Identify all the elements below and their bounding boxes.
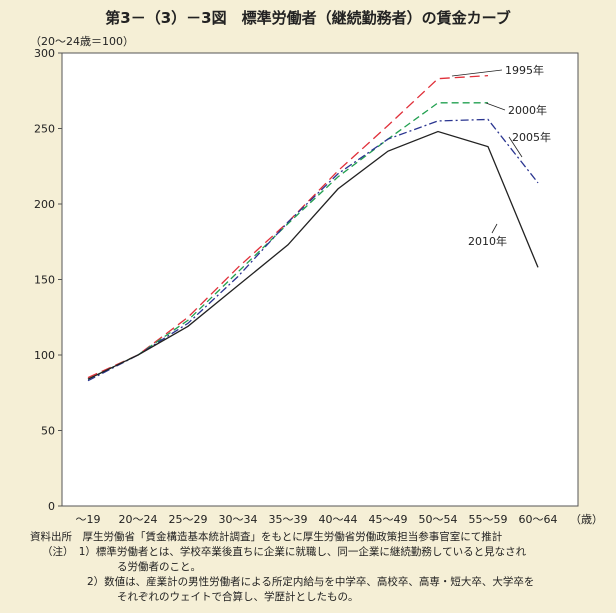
x-tick-label: ～19 [76,513,101,526]
series-label: 2000年 [508,103,547,117]
x-tick-label: 45～49 [369,513,408,526]
chart: 0 50 100 150 200 250 300 ～19 20～24 25～29 30～34 35～3… [34,47,603,526]
y-tick-label: 200 [34,198,55,211]
label-pointer [508,136,523,158]
note-2: 2）数値は、産業計の男性労働者による所定内給与を中学卒、高校卒、高専・短大卒、大… [87,576,535,588]
y-tick-label: 250 [34,123,55,136]
note-2-cont: それぞれのウェイトで合算し、学歴計としたもの。 [117,591,359,603]
x-tick-label: 20～24 [119,513,158,526]
series-line-2010年 [87,130,539,380]
x-tick-label: 40～44 [319,513,358,526]
x-tick-label: 55～59 [469,513,508,526]
x-tick-label: 30～34 [219,513,258,526]
x-axis-unit: （歳） [570,513,603,526]
y-tick-label: 150 [34,274,55,287]
x-tick-label: 60～64 [519,513,558,526]
y-tick-label: 50 [41,425,55,438]
y-tick-label: 0 [48,500,55,513]
series-label: 2010年 [468,234,507,248]
series-line-2005年 [87,118,539,382]
label-pointer [491,223,498,234]
label-pointer [451,69,503,77]
x-tick-label: 25～29 [169,513,208,526]
source-note: 資料出所 厚生労働省「賃金構造基本統計調査」をもとに厚生労働省労働政策担当参事官… [30,531,503,543]
x-tick-label: 50～54 [419,513,458,526]
chart-title: 第3－（3）－3図 標準労働者（継続勤務者）の賃金カーブ [105,9,511,27]
x-tick-label: 35～39 [269,513,308,526]
y-tick-label: 100 [34,349,55,362]
y-axis-unit: （20～24歳＝100） [30,35,134,48]
label-pointer [485,102,506,111]
y-tick-label: 300 [34,47,55,60]
series-line-2000年 [87,102,488,380]
plot-area [61,52,579,507]
series-label: 2005年 [512,130,551,144]
notes: 資料出所 厚生労働省「賃金構造基本統計調査」をもとに厚生労働省労働政策担当参事官… [30,530,534,605]
note-1-cont: る労働者のこと。 [117,561,201,573]
series-label: 1995年 [505,63,544,77]
note-1: （注） 1）標準労働者とは、学校卒業後直ちに企業に就職し、同一企業に継続勤務して… [42,546,527,558]
